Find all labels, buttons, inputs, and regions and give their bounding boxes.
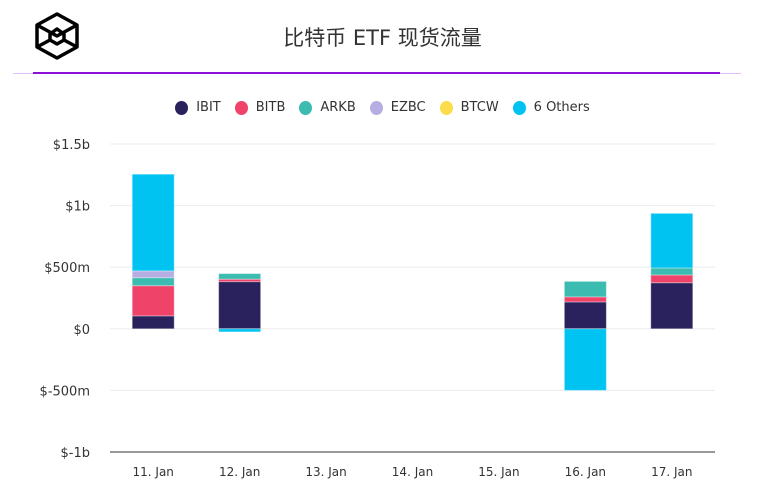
x-tick-label: 14. Jan — [392, 465, 433, 479]
x-tick-label: 15. Jan — [478, 465, 519, 479]
legend-label: BITB — [255, 100, 286, 115]
bar-arkb — [563, 280, 607, 298]
x-tick-label: 17. Jan — [651, 465, 692, 479]
bar-ibit — [650, 282, 694, 330]
y-tick-label: $1b — [65, 200, 90, 215]
y-tick-label: $500m — [44, 261, 90, 276]
bar-6-others — [218, 328, 262, 333]
bar-arkb — [650, 267, 694, 276]
x-tick-label: 13. Jan — [305, 465, 346, 479]
bar-arkb — [131, 277, 175, 287]
legend-marker — [512, 100, 526, 115]
legend-label: BTCW — [460, 100, 499, 115]
legend-marker — [299, 100, 313, 115]
x-tick-label: 12. Jan — [219, 465, 260, 479]
legend-item-btcw[interactable]: BTCW — [439, 100, 499, 115]
bar-ibit — [563, 301, 607, 330]
bar-6-others — [131, 173, 175, 272]
legend-marker — [175, 100, 189, 115]
x-tick-label: 11. Jan — [133, 465, 174, 479]
bar-6-others — [650, 212, 694, 269]
legend-item-ezbc[interactable]: EZBC — [369, 100, 426, 115]
legend-item-ibit[interactable]: IBIT — [175, 100, 221, 115]
bar-ibit — [218, 281, 262, 330]
bar-bitb — [131, 285, 175, 317]
legend-label: 6 Others — [533, 100, 590, 115]
logo-icon — [35, 12, 79, 60]
y-tick-label: $-1b — [61, 446, 91, 461]
legend-label: EZBC — [390, 100, 426, 115]
legend-item-arkb[interactable]: ARKB — [299, 100, 356, 115]
x-tick-label: 16. Jan — [565, 465, 606, 479]
legend-marker — [369, 100, 383, 115]
bar-bitb — [650, 274, 694, 284]
bar-ezbc — [131, 270, 175, 279]
legend-item-6-others[interactable]: 6 Others — [512, 100, 590, 115]
bar-arkb — [218, 273, 262, 280]
legend-label: ARKB — [320, 100, 356, 115]
y-tick-label: $-500m — [40, 384, 90, 399]
chart-title: 比特币 ETF 现货流量 — [283, 26, 482, 50]
legend-marker — [234, 100, 248, 115]
bar-6-others — [563, 328, 607, 391]
legend-marker — [439, 100, 453, 115]
bar-bitb — [563, 296, 607, 303]
bar-ibit — [131, 315, 175, 330]
legend-label: IBIT — [196, 100, 221, 115]
legend-item-bitb[interactable]: BITB — [234, 100, 286, 115]
header-accent-line — [33, 72, 720, 74]
legend: IBIT BITB ARKB EZBC BTCW 6 Others — [0, 100, 765, 115]
y-tick-label: $1.5b — [53, 138, 90, 153]
y-tick-label: $0 — [73, 323, 90, 338]
